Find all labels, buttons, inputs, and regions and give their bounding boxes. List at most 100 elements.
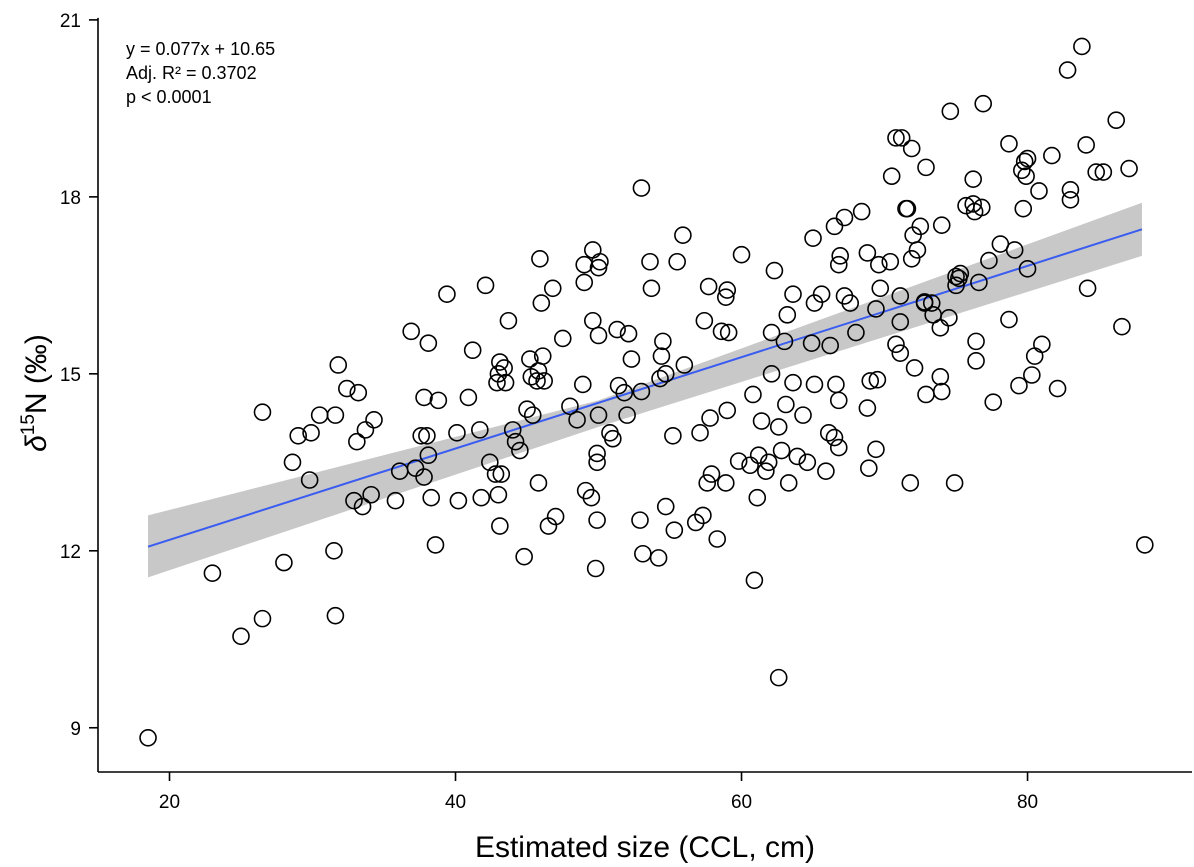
data-point — [495, 359, 513, 377]
data-point — [656, 497, 675, 516]
data-point — [310, 406, 329, 424]
data-point — [891, 344, 910, 362]
data-point — [429, 391, 448, 410]
data-point — [491, 353, 509, 371]
data-point — [932, 216, 951, 234]
data-point — [589, 258, 608, 277]
data-point — [772, 441, 791, 460]
data-point — [911, 217, 930, 236]
data-point — [702, 465, 721, 483]
data-point — [609, 376, 628, 395]
data-point — [829, 255, 848, 274]
data-point — [362, 485, 380, 504]
data-point — [762, 323, 781, 342]
data-point — [867, 440, 885, 459]
data-point — [664, 426, 682, 445]
data-point — [902, 139, 921, 158]
data-point — [1025, 347, 1044, 365]
data-point — [765, 261, 784, 280]
data-point — [618, 406, 636, 424]
data-point — [1005, 241, 1024, 259]
data-point — [802, 334, 821, 352]
data-point — [1030, 182, 1048, 200]
x-tick-label: 40 — [445, 792, 466, 813]
axes — [97, 17, 1192, 773]
data-point — [708, 530, 727, 548]
data-point — [642, 279, 661, 298]
y-tick-label: 9 — [70, 719, 81, 740]
data-point — [901, 474, 920, 492]
data-point — [546, 507, 565, 526]
data-point — [1033, 335, 1051, 354]
data-point — [491, 517, 509, 535]
data-point — [964, 195, 983, 213]
data-point — [139, 728, 157, 747]
regression-annotation-line: Adj. R² = 0.3702 — [126, 63, 257, 83]
data-point — [575, 273, 594, 292]
data-point — [632, 179, 651, 197]
data-point — [1048, 379, 1067, 398]
data-point — [945, 474, 964, 492]
data-point — [871, 279, 890, 298]
data-point — [523, 406, 542, 424]
data-point — [882, 167, 901, 186]
data-point — [476, 276, 495, 295]
data-point — [829, 391, 848, 410]
data-point — [641, 252, 659, 271]
data-point — [917, 385, 935, 404]
data-point — [1073, 37, 1091, 56]
data-point — [329, 356, 348, 374]
data-point — [275, 553, 293, 572]
data-point — [694, 506, 712, 525]
data-point — [496, 373, 515, 392]
x-axis-title: Estimated size (CCL, cm) — [475, 831, 815, 864]
data-point — [861, 372, 880, 390]
data-point — [622, 350, 641, 368]
data-point — [419, 446, 438, 465]
data-point — [951, 264, 970, 283]
data-point — [589, 406, 608, 424]
data-point — [1120, 159, 1138, 178]
data-point — [788, 447, 807, 466]
points-layer — [139, 37, 1154, 747]
data-point — [917, 158, 935, 177]
data-point — [356, 421, 375, 439]
y-axis-title-superscript: 15 — [18, 414, 39, 435]
data-point — [1136, 536, 1154, 554]
data-point — [651, 369, 669, 388]
data-point — [902, 250, 921, 268]
data-point — [668, 252, 686, 271]
data-point — [805, 375, 824, 394]
data-point — [568, 411, 586, 429]
data-point — [573, 375, 592, 394]
data-point — [582, 488, 601, 507]
data-point — [489, 365, 508, 383]
data-point — [422, 488, 441, 507]
data-point — [415, 388, 433, 407]
data-point — [892, 129, 911, 147]
data-point — [1017, 167, 1035, 186]
data-point — [1061, 180, 1080, 199]
data-point — [691, 424, 709, 442]
regression-line — [147, 228, 1143, 548]
data-point — [604, 429, 622, 448]
data-point — [608, 320, 626, 339]
data-point — [870, 255, 888, 274]
data-point — [486, 465, 505, 483]
data-point — [533, 347, 552, 365]
data-point — [1113, 317, 1131, 336]
data-point — [804, 229, 822, 247]
data-point — [302, 424, 320, 442]
data-point — [253, 403, 272, 421]
data-point — [858, 399, 877, 417]
data-point — [419, 334, 438, 352]
data-point — [543, 279, 562, 298]
data-point — [459, 388, 478, 407]
data-point — [931, 367, 950, 386]
data-point — [1094, 163, 1113, 181]
data-point — [729, 452, 748, 470]
data-point — [947, 267, 965, 286]
data-point — [762, 365, 781, 383]
data-point — [438, 285, 456, 303]
data-point — [584, 241, 602, 259]
